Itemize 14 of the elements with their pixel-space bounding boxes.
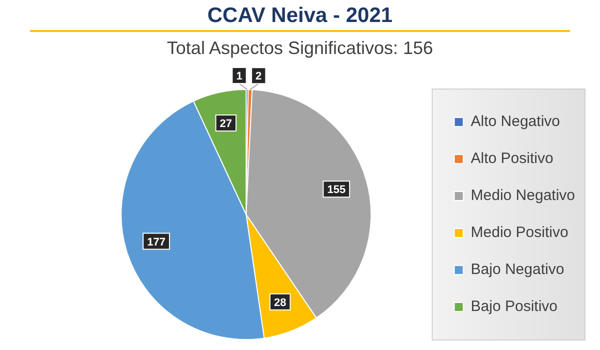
legend-label: Medio Positivo bbox=[470, 224, 568, 242]
legend-label: Medio Negativo bbox=[470, 187, 576, 204]
data-label: 1 bbox=[236, 70, 242, 83]
legend-label: Bajo Negativo bbox=[470, 261, 564, 278]
data-label: 2 bbox=[256, 70, 262, 83]
data-label: 28 bbox=[274, 296, 286, 309]
legend-label: Alto Positivo bbox=[470, 150, 554, 168]
data-label: 155 bbox=[327, 184, 346, 196]
legend-label: Alto Negativo bbox=[470, 113, 560, 130]
chart-subtitle: Total Aspectos Significativos: 156 bbox=[166, 38, 434, 59]
data-label: 177 bbox=[147, 236, 166, 248]
chart-title: CCAV Neiva - 2021 bbox=[30, 4, 570, 32]
data-label: 27 bbox=[220, 118, 232, 130]
legend-label: Bajo Positivo bbox=[470, 298, 558, 316]
